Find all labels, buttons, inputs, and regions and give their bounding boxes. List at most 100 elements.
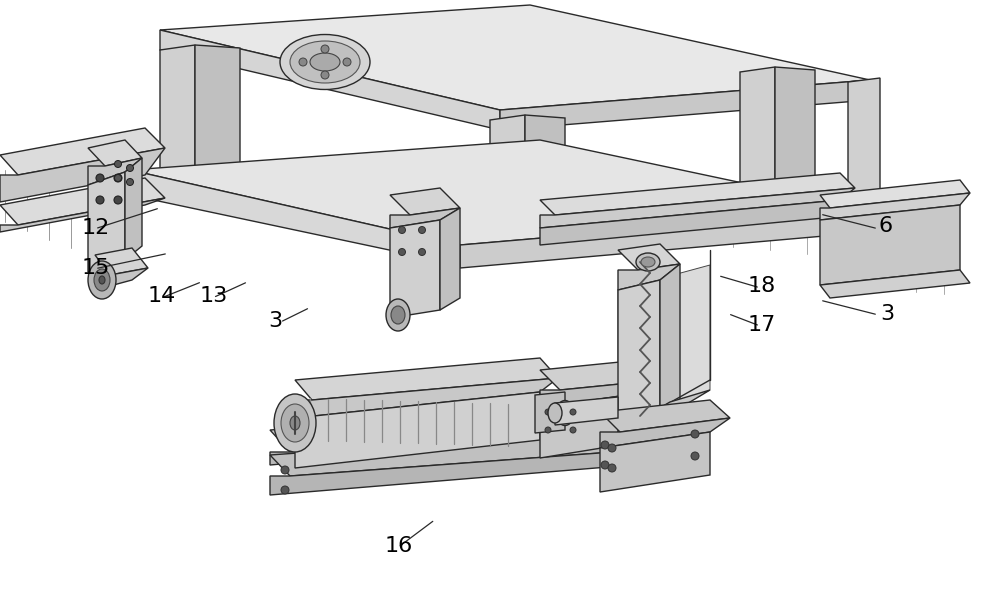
Polygon shape (540, 188, 855, 228)
Circle shape (570, 427, 576, 433)
Polygon shape (600, 418, 730, 448)
Circle shape (321, 45, 329, 53)
Polygon shape (390, 220, 440, 318)
Polygon shape (490, 115, 525, 250)
Text: 18: 18 (748, 276, 776, 296)
Polygon shape (160, 5, 870, 110)
Ellipse shape (636, 253, 660, 271)
Polygon shape (0, 148, 165, 202)
Polygon shape (618, 280, 660, 432)
Polygon shape (460, 210, 870, 268)
Polygon shape (125, 158, 142, 260)
Circle shape (691, 430, 699, 438)
Text: 13: 13 (200, 287, 228, 306)
Text: 14: 14 (148, 287, 176, 306)
Ellipse shape (641, 257, 655, 267)
Polygon shape (525, 115, 565, 248)
Polygon shape (440, 208, 460, 310)
Text: 16: 16 (385, 536, 413, 556)
Polygon shape (555, 397, 618, 425)
Polygon shape (130, 170, 460, 265)
Circle shape (281, 466, 289, 474)
Ellipse shape (556, 400, 574, 426)
Polygon shape (0, 178, 165, 225)
Polygon shape (820, 205, 960, 285)
Circle shape (114, 174, 122, 182)
Circle shape (126, 178, 134, 186)
Polygon shape (600, 400, 730, 432)
Polygon shape (540, 200, 855, 245)
Circle shape (114, 196, 122, 204)
Circle shape (398, 226, 406, 234)
Polygon shape (618, 390, 710, 432)
Polygon shape (618, 265, 710, 432)
Ellipse shape (391, 306, 405, 324)
Polygon shape (390, 208, 460, 228)
Circle shape (570, 409, 576, 415)
Polygon shape (500, 80, 870, 130)
Text: 12: 12 (82, 218, 110, 237)
Circle shape (343, 58, 351, 66)
Polygon shape (600, 432, 710, 492)
Circle shape (418, 226, 426, 234)
Polygon shape (775, 67, 815, 203)
Polygon shape (88, 158, 142, 185)
Circle shape (114, 161, 122, 167)
Circle shape (299, 58, 307, 66)
Polygon shape (88, 140, 142, 166)
Ellipse shape (88, 261, 116, 299)
Polygon shape (160, 30, 500, 130)
Circle shape (601, 461, 609, 469)
Circle shape (96, 196, 104, 204)
Polygon shape (820, 193, 970, 220)
Ellipse shape (274, 394, 316, 452)
Circle shape (545, 409, 551, 415)
Text: 15: 15 (82, 258, 110, 277)
Polygon shape (540, 173, 855, 215)
Ellipse shape (290, 416, 300, 430)
Circle shape (398, 248, 406, 255)
Polygon shape (0, 128, 165, 175)
Circle shape (114, 175, 122, 181)
Ellipse shape (310, 53, 340, 71)
Circle shape (601, 441, 609, 449)
Polygon shape (270, 430, 640, 476)
Polygon shape (88, 172, 125, 272)
Circle shape (321, 71, 329, 79)
Polygon shape (160, 45, 195, 180)
Polygon shape (740, 67, 775, 205)
Ellipse shape (290, 41, 360, 83)
Ellipse shape (280, 34, 370, 90)
Circle shape (691, 452, 699, 460)
Polygon shape (295, 392, 540, 468)
Polygon shape (390, 188, 460, 215)
Circle shape (545, 427, 551, 433)
Polygon shape (130, 140, 870, 245)
Text: 17: 17 (748, 315, 776, 335)
Polygon shape (618, 244, 680, 270)
Text: 3: 3 (880, 304, 894, 323)
Circle shape (418, 248, 426, 255)
Polygon shape (535, 392, 565, 433)
Circle shape (281, 486, 289, 494)
Polygon shape (0, 198, 165, 232)
Text: 3: 3 (268, 311, 282, 331)
Text: 6: 6 (878, 216, 892, 236)
Circle shape (608, 444, 616, 452)
Polygon shape (820, 180, 970, 208)
Ellipse shape (99, 276, 105, 284)
Polygon shape (540, 382, 640, 408)
Ellipse shape (548, 403, 562, 423)
Polygon shape (848, 78, 880, 212)
Polygon shape (540, 396, 620, 458)
Ellipse shape (386, 299, 410, 331)
Polygon shape (95, 248, 148, 275)
Ellipse shape (94, 269, 110, 291)
Circle shape (608, 464, 616, 472)
Polygon shape (295, 358, 558, 400)
Polygon shape (195, 45, 240, 178)
Circle shape (126, 164, 134, 172)
Polygon shape (820, 270, 970, 298)
Ellipse shape (281, 404, 309, 442)
Polygon shape (540, 362, 640, 390)
